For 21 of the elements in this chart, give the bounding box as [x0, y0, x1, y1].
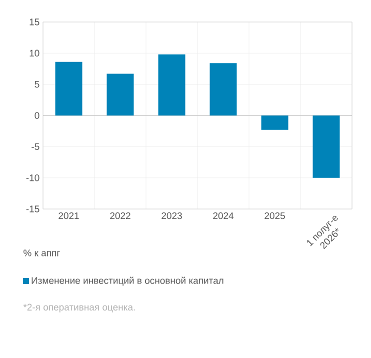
bar: [158, 54, 186, 116]
y-axis-title: % к аппг: [24, 250, 60, 256]
bar: [210, 63, 237, 116]
y-tick-label: -5: [32, 143, 40, 150]
bar: [106, 74, 134, 116]
legend-label: Изменение инвестиций в основной капитал: [32, 276, 224, 286]
x-tick-label: 2021: [58, 212, 79, 220]
x-tick-label: 2025: [264, 212, 285, 220]
x-tick-label: 2022: [110, 212, 130, 220]
bar: [312, 116, 340, 178]
y-tick-label: 10: [30, 50, 40, 57]
y-tick-label: 15: [30, 18, 40, 26]
y-tick-label: -10: [26, 174, 40, 182]
text: *2-я оперативная оценка.: [23, 304, 135, 312]
x-tick-label: 2023: [162, 212, 182, 220]
x-tick-label: 2024: [213, 212, 234, 220]
bar: [261, 116, 288, 130]
bar: [55, 62, 82, 116]
y-tick-label: 0: [34, 112, 40, 119]
y-tick-label: -15: [26, 206, 40, 212]
y-tick-label: 5: [34, 81, 40, 88]
